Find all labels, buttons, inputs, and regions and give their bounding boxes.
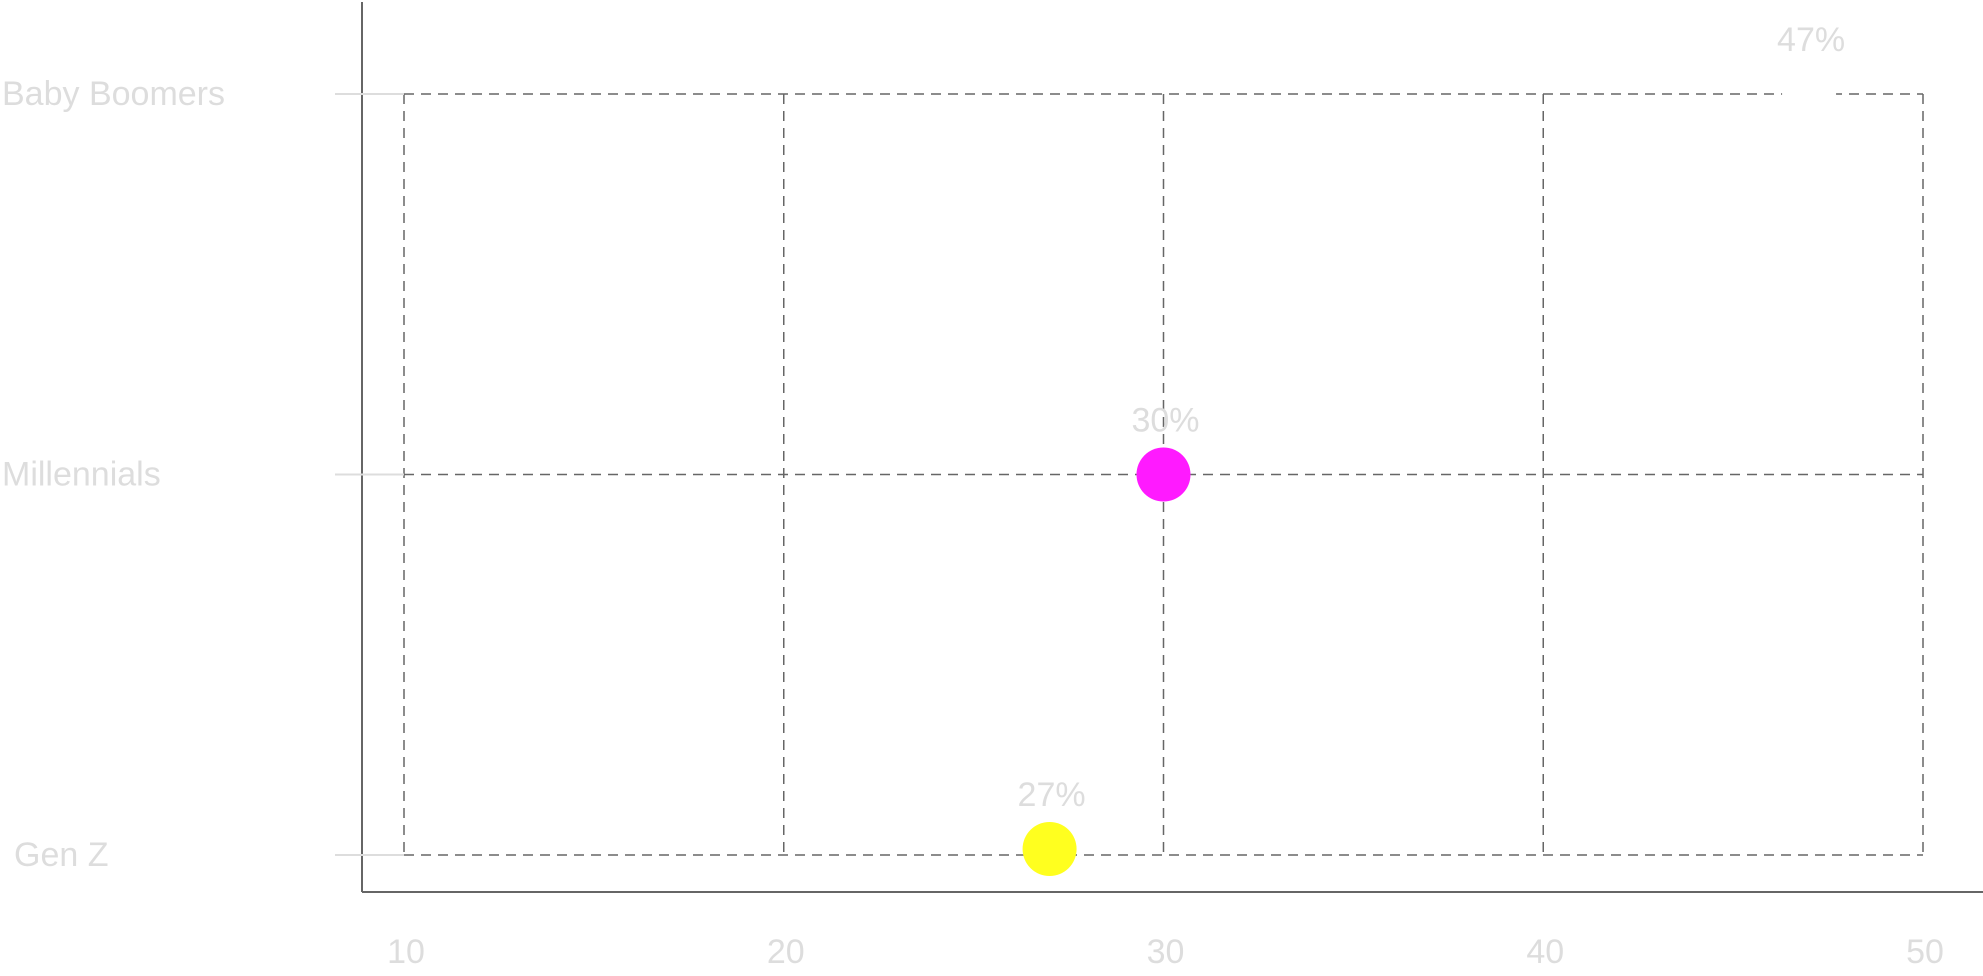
data-label-baby-boomers: 47% <box>1777 21 1845 59</box>
data-point-baby-boomers <box>1782 67 1837 121</box>
data-label-gen-z: 27% <box>1018 776 1086 814</box>
data-labels: 27% 30% 47% <box>1018 21 1846 814</box>
x-tick-label-30: 30 <box>1147 933 1185 971</box>
data-point-millennials <box>1136 447 1191 502</box>
x-tick-label-40: 40 <box>1526 933 1564 971</box>
y-tick-label-millennials: Millennials <box>2 456 161 494</box>
x-tick-label-10: 10 <box>387 933 425 971</box>
data-points <box>1022 67 1837 876</box>
data-label-millennials: 30% <box>1131 402 1199 440</box>
y-axis-ticks: Gen Z Millennials Baby Boomers <box>2 75 404 874</box>
data-point-gen-z <box>1022 822 1077 876</box>
x-tick-label-20: 20 <box>767 933 805 971</box>
x-tick-label-50: 50 <box>1906 933 1944 971</box>
y-tick-label-gen-z: Gen Z <box>14 836 108 874</box>
y-tick-label-baby-boomers: Baby Boomers <box>2 75 225 113</box>
axes <box>361 2 1983 893</box>
x-axis-ticks: 10 20 30 40 50 <box>387 933 1944 971</box>
